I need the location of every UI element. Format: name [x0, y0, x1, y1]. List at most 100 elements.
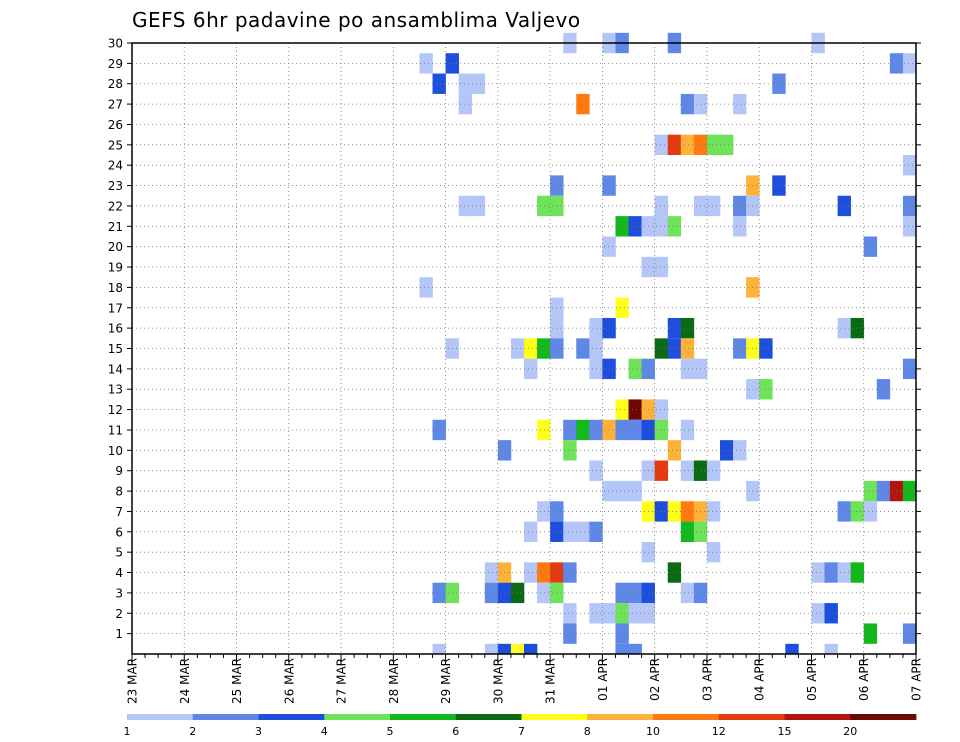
heatmap-cell: [432, 73, 446, 94]
colorbar-segment: [850, 714, 917, 720]
heatmap-cell: [432, 419, 446, 441]
colorbar-label: 2: [189, 725, 196, 738]
heatmap-cell: [628, 358, 642, 380]
heatmap-cell: [615, 623, 629, 644]
x-tick-label: 29 MAR: [439, 658, 453, 704]
colorbar-label: 12: [712, 725, 726, 738]
heatmap-cell: [458, 195, 473, 217]
heatmap-cell: [524, 338, 538, 359]
y-axis: 1234567891011121314151617181920212223242…: [108, 37, 921, 641]
heatmap-cell: [876, 480, 891, 502]
heatmap-cell: [458, 73, 473, 94]
heatmap-cell: [824, 643, 838, 654]
heatmap-cell: [706, 134, 721, 156]
heatmap-cell: [680, 460, 695, 481]
y-tick-label: 30: [108, 37, 123, 51]
heatmap-cell: [811, 562, 825, 583]
heatmap-cell: [680, 93, 695, 115]
heatmap-cells: [419, 32, 917, 654]
heatmap-cell: [654, 338, 669, 359]
heatmap-cell: [680, 501, 695, 522]
colorbar-label: 7: [518, 725, 525, 738]
heatmap-cell: [510, 338, 525, 359]
heatmap-cell: [628, 643, 642, 654]
x-tick-label: 24 MAR: [178, 658, 192, 704]
x-axis: 23 MAR 24 MAR 25 MAR 26 MAR 27 MAR 28 MAR 29 M…: [126, 654, 924, 704]
heatmap-cell: [524, 521, 538, 542]
heatmap-cell: [850, 501, 865, 522]
colorbar-label: 10: [646, 725, 660, 738]
y-tick-label: 2: [115, 607, 123, 621]
heatmap-cell: [524, 562, 538, 583]
heatmap-cell: [510, 582, 525, 604]
heatmap-cell: [863, 480, 878, 502]
colorbar-segment: [127, 714, 194, 720]
heatmap-cell: [576, 93, 590, 115]
heatmap-cell: [706, 195, 721, 217]
heatmap-cell: [654, 460, 669, 481]
heatmap-cell: [563, 419, 577, 441]
heatmap-cell: [497, 643, 512, 654]
colorbar-segment: [587, 714, 654, 720]
colorbar-segment: [258, 714, 325, 720]
heatmap-cell: [576, 419, 590, 441]
y-tick-label: 25: [108, 138, 123, 152]
y-tick-label: 22: [108, 199, 123, 213]
heatmap-cell: [706, 541, 721, 563]
x-tick-label: 03 APR: [700, 658, 714, 701]
heatmap-cell: [602, 358, 616, 380]
colorbar-label: 3: [255, 725, 262, 738]
heatmap-cell: [602, 603, 616, 624]
x-tick-label: 27 MAR: [335, 658, 349, 704]
colorbar-label: 6: [452, 725, 459, 738]
heatmap-cell: [680, 358, 695, 380]
y-tick-label: 19: [108, 261, 123, 275]
heatmap-cell: [537, 582, 551, 604]
heatmap-cell: [720, 134, 734, 156]
heatmap-cell: [419, 53, 433, 74]
heatmap-cell: [563, 562, 577, 583]
heatmap-cell: [576, 521, 590, 542]
heatmap-cell: [458, 93, 473, 115]
heatmap-cell: [484, 643, 499, 654]
colorbar: 1 2 3 4 5 6 7 8 10 12 15 20: [124, 714, 917, 738]
heatmap-cell: [772, 73, 786, 94]
x-tick-label: 01 APR: [596, 658, 610, 701]
heatmap-cell: [680, 317, 695, 339]
heatmap-cell: [680, 521, 695, 542]
colorbar-label: 15: [778, 725, 792, 738]
y-tick-label: 23: [108, 179, 123, 193]
colorbar-segment: [718, 714, 785, 720]
heatmap-cell: [615, 480, 629, 502]
y-tick-label: 8: [115, 485, 123, 499]
colorbar-segment: [455, 714, 522, 720]
heatmap-cell: [537, 501, 551, 522]
heatmap-cell: [733, 338, 747, 359]
x-tick-label: 04 APR: [753, 658, 767, 701]
heatmap-cell: [680, 419, 695, 441]
colorbar-label: 5: [387, 725, 394, 738]
y-tick-label: 29: [108, 57, 123, 71]
heatmap-cell: [654, 134, 669, 156]
heatmap-cell: [902, 53, 917, 74]
heatmap-cell: [654, 256, 669, 278]
heatmap-cell: [563, 623, 577, 644]
heatmap-cell: [706, 460, 721, 481]
heatmap-cell: [537, 419, 551, 441]
heatmap-cell: [876, 379, 891, 400]
colorbar-segment: [653, 714, 720, 720]
y-tick-label: 14: [108, 362, 123, 376]
heatmap-cell: [902, 358, 917, 380]
x-tick-label: 28 MAR: [387, 658, 401, 704]
colorbar-label: 20: [843, 725, 857, 738]
heatmap-cell: [824, 603, 838, 624]
y-tick-label: 7: [115, 505, 123, 519]
heatmap-cell: [733, 216, 747, 237]
y-tick-label: 24: [108, 159, 123, 173]
heatmap-cell: [667, 338, 682, 359]
heatmap-cell: [563, 440, 577, 461]
x-tick-label: 23 MAR: [126, 658, 140, 704]
heatmap-cell: [510, 643, 525, 654]
colorbar-segment: [324, 714, 391, 720]
y-tick-label: 28: [108, 77, 123, 91]
